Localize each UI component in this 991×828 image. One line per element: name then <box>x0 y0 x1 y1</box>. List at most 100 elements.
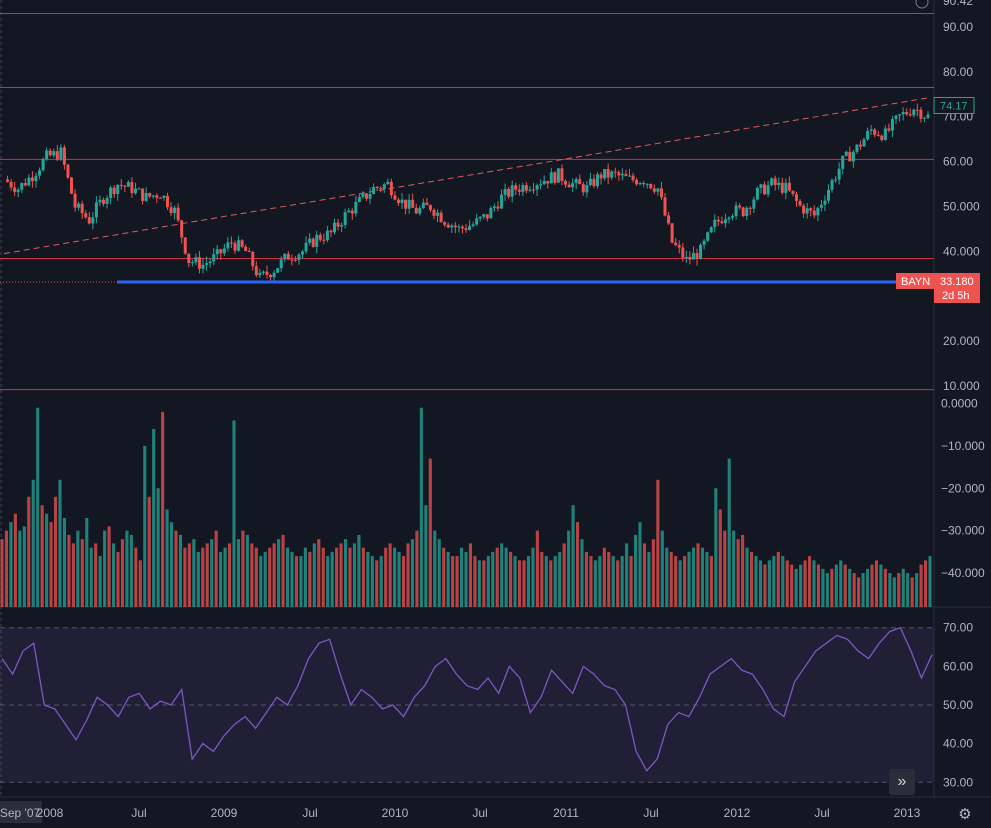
candle-up <box>539 184 543 186</box>
horizontal-levels[interactable] <box>0 12 934 391</box>
candle-down <box>165 195 169 208</box>
candle-down <box>599 174 603 179</box>
candle-up <box>588 178 592 186</box>
candle-down <box>379 187 383 189</box>
candle-down <box>880 135 884 140</box>
volume-bar <box>18 530 22 607</box>
volume-bar <box>31 479 35 607</box>
candle-up <box>41 159 45 171</box>
volume-bar <box>589 556 593 607</box>
candle-up <box>27 177 31 186</box>
candle-up <box>400 199 404 204</box>
candle-down <box>240 240 244 247</box>
volume-bar <box>509 551 513 607</box>
volume-bar <box>80 539 84 607</box>
candle-down <box>915 109 919 111</box>
candle-down <box>858 144 862 147</box>
candle-up <box>638 183 642 185</box>
candle-down <box>233 243 237 251</box>
volume-bar <box>442 547 446 607</box>
volume-bar <box>219 551 223 607</box>
double-chevron-right-icon: » <box>897 773 907 790</box>
candle-down <box>84 213 88 218</box>
time-tick-label: 2013 <box>894 806 921 820</box>
volume-bar <box>607 551 611 607</box>
volume-bar <box>62 517 67 607</box>
candle-up <box>386 181 390 185</box>
volume-bar <box>49 522 53 607</box>
candle-up <box>784 182 788 193</box>
volume-tick-label: −10.000 <box>941 439 985 453</box>
candle-up <box>325 230 329 241</box>
candle-up <box>304 242 308 252</box>
volume-bar <box>821 568 825 607</box>
candle-up <box>770 178 774 186</box>
candle-down <box>780 182 784 193</box>
candle-up <box>333 222 337 233</box>
price-tick-label: 90.00 <box>943 20 973 34</box>
candle-down <box>613 171 617 173</box>
price-tick-label: 20.000 <box>943 334 980 348</box>
candle-up <box>38 170 42 176</box>
volume-bar <box>620 556 624 607</box>
chart-settings-button[interactable]: ⚙ <box>955 804 975 824</box>
volume-bar <box>241 530 245 607</box>
volume-bar <box>660 530 664 607</box>
volume-bar <box>437 539 441 607</box>
candle-down <box>624 173 628 176</box>
candle-down <box>155 195 159 198</box>
volume-bar <box>335 547 339 607</box>
scroll-to-realtime-button[interactable]: » <box>889 769 915 795</box>
volume-bar <box>638 522 642 607</box>
candle-down <box>876 134 880 136</box>
candle-down <box>112 187 116 195</box>
volume-bar <box>647 551 651 607</box>
candle-up <box>151 195 155 197</box>
candle-down <box>581 184 585 193</box>
price-tick-label: 80.00 <box>943 65 973 79</box>
candle-down <box>197 257 201 269</box>
candle-down <box>791 190 795 195</box>
candle-down <box>606 168 610 178</box>
badge-price: 33.180 <box>940 276 974 288</box>
candle-down <box>425 202 429 206</box>
candle-down <box>290 259 294 261</box>
candle-up <box>347 210 351 213</box>
price-tick-label: 50.000 <box>943 199 980 213</box>
volume-bar <box>468 543 473 607</box>
time-tick-label: 2012 <box>724 806 751 820</box>
candle-down <box>404 199 408 209</box>
candle-up <box>691 253 695 260</box>
candle-down <box>13 187 17 192</box>
volume-bar <box>923 560 928 607</box>
candle-down <box>553 172 557 183</box>
candle-up <box>343 212 347 226</box>
candle-down <box>364 193 368 199</box>
volume-bar <box>727 458 731 607</box>
candle-up <box>713 219 717 228</box>
candle-down <box>70 177 74 194</box>
candle-down <box>809 208 813 211</box>
candle-down <box>446 224 450 228</box>
candle-down <box>517 189 521 192</box>
volume-bar <box>754 556 758 607</box>
volume-bar <box>790 564 794 607</box>
volume-bar <box>865 568 870 607</box>
candle-down <box>677 245 681 248</box>
candle-down <box>322 239 326 241</box>
volume-bar <box>665 547 669 607</box>
volume-bar <box>767 560 771 607</box>
time-cursor-badge <box>0 801 42 823</box>
candle-up <box>755 187 759 200</box>
volume-bar <box>71 543 75 607</box>
candle-down <box>919 109 923 119</box>
candle-down <box>102 199 106 204</box>
candle-down <box>414 207 418 214</box>
candle-down <box>439 212 443 223</box>
volume-bar <box>718 509 722 607</box>
volume-bar <box>633 534 638 607</box>
volume-bar <box>455 556 459 607</box>
volume-bar <box>272 543 276 607</box>
